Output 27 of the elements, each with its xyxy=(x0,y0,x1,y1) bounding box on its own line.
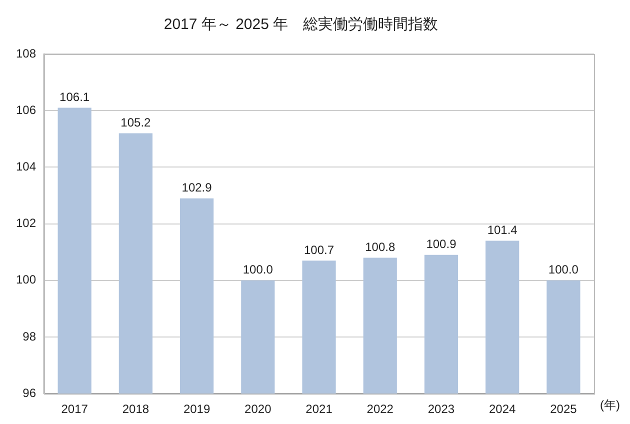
y-tick-label: 106 xyxy=(16,102,36,117)
data-label: 100.7 xyxy=(304,242,334,257)
y-tick-label: 104 xyxy=(16,160,36,174)
y-tick-label: 98 xyxy=(22,329,36,344)
y-tick-label: 102 xyxy=(16,216,36,230)
y-tick-label: 100 xyxy=(16,272,36,287)
data-label: 100.0 xyxy=(242,262,274,277)
x-tick-label: 2019 xyxy=(183,402,210,416)
x-tick-label: 2023 xyxy=(428,402,455,416)
data-label: 106.1 xyxy=(60,90,90,104)
x-tick-label: 2020 xyxy=(244,402,272,416)
data-label: 100.8 xyxy=(365,240,396,254)
x-tick-label: 2022 xyxy=(366,402,394,416)
data-label: 101.4 xyxy=(487,223,518,238)
x-axis-title: (年) xyxy=(600,398,620,412)
data-label: 100.0 xyxy=(548,262,579,277)
data-label: 100.9 xyxy=(426,237,457,252)
x-tick-label: 2021 xyxy=(306,402,333,416)
data-label: 105.2 xyxy=(120,116,152,130)
x-tick-label: 2024 xyxy=(488,402,516,416)
y-tick-label: 108 xyxy=(16,46,36,60)
x-tick-label: 2018 xyxy=(122,402,150,416)
chart-title: 2017 年～ 2025 年 総実働労働時間指数 xyxy=(164,16,438,34)
y-tick-label: 96 xyxy=(22,386,36,400)
x-tick-label: 2017 xyxy=(61,402,88,416)
x-tick-label: 2025 xyxy=(550,402,578,416)
data-label: 102.9 xyxy=(182,180,212,195)
